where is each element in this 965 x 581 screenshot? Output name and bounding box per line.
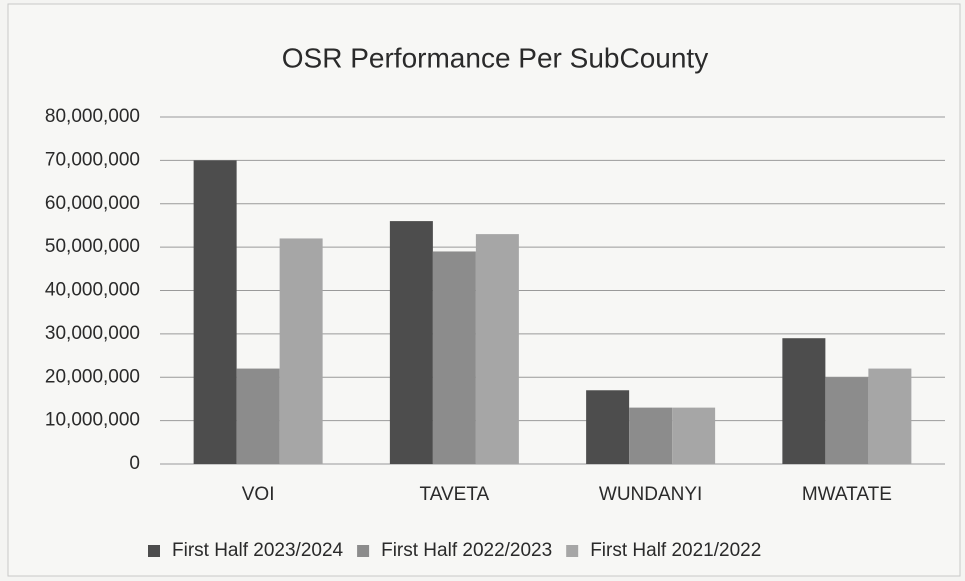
bar [782,338,826,464]
y-tick-label: 40,000,000 [45,280,140,301]
y-tick-label: 80,000,000 [45,106,140,127]
legend-label: First Half 2021/2022 [590,540,761,561]
bar [672,407,716,464]
bar [389,221,433,464]
y-tick-label: 0 [129,453,140,474]
bar [236,368,280,464]
bar [629,407,673,464]
y-tick-label: 10,000,000 [45,410,140,431]
x-tick-label: TAVETA [420,484,490,505]
x-tick-label: VOI [242,484,275,505]
y-tick-label: 50,000,000 [45,236,140,257]
legend-swatch [566,545,579,557]
y-tick-label: 60,000,000 [45,193,140,214]
legend-label: First Half 2022/2023 [381,540,552,561]
legend-swatch [148,545,160,557]
legend-label: First Half 2023/2024 [172,540,344,561]
y-tick-label: 70,000,000 [45,149,140,170]
bar [868,368,912,464]
y-tick-label: 20,000,000 [45,366,140,387]
y-tick-label: 30,000,000 [45,323,140,344]
bar [432,251,476,464]
bar [193,160,237,464]
legend-swatch [357,545,370,557]
bar [475,234,519,464]
bar [586,390,630,464]
bar [279,238,323,464]
chart-title: OSR Performance Per SubCounty [282,42,708,73]
x-tick-label: MWATATE [802,484,892,505]
bar [825,377,869,464]
x-tick-label: WUNDANYI [599,484,702,505]
